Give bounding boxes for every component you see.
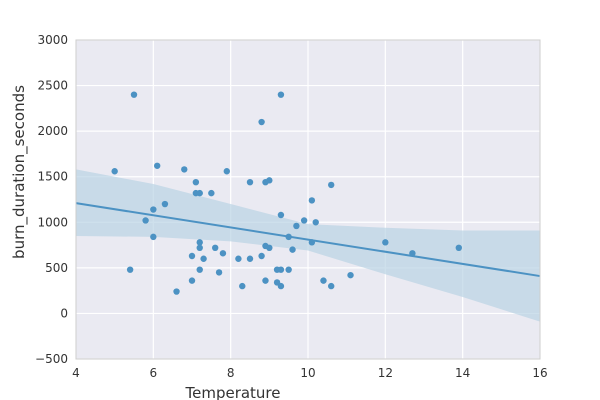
x-tick-labels: 4 6 8 10 12 14 16 — [72, 366, 547, 380]
y-tick-label: 0 — [60, 306, 68, 320]
data-point — [154, 162, 161, 169]
data-point — [409, 250, 416, 257]
data-point — [262, 277, 269, 284]
data-point — [200, 255, 207, 262]
data-point — [293, 222, 300, 230]
data-point — [277, 266, 285, 273]
data-point — [150, 206, 157, 213]
data-point — [246, 178, 254, 186]
data-point — [235, 255, 242, 262]
x-tick-label: 8 — [227, 366, 235, 380]
data-point — [188, 277, 196, 284]
x-tick-label: 14 — [455, 366, 470, 380]
data-point — [277, 211, 285, 219]
regression-line-group — [75, 202, 541, 278]
data-point — [258, 118, 265, 126]
x-tick-label: 10 — [300, 366, 315, 380]
data-point — [239, 282, 246, 290]
data-point — [192, 178, 200, 186]
data-point — [188, 252, 196, 260]
data-point — [212, 244, 219, 252]
y-tick-label: 3000 — [37, 33, 68, 47]
data-point — [161, 200, 169, 208]
confidence-band — [76, 169, 540, 322]
data-point — [126, 266, 134, 273]
data-point — [328, 181, 335, 189]
data-point — [223, 168, 230, 175]
data-point — [285, 266, 292, 273]
data-point — [111, 168, 118, 175]
data-point — [277, 91, 285, 98]
y-tick-labels: −500 0 500 1000 1500 2000 2500 3000 — [35, 33, 68, 366]
data-points — [111, 91, 462, 295]
data-point — [196, 189, 203, 197]
data-point — [285, 233, 292, 241]
data-point — [455, 244, 462, 252]
ci-band — [76, 169, 540, 322]
data-point — [173, 288, 180, 295]
plot-frame — [75, 39, 541, 360]
y-tick-label: 500 — [45, 261, 68, 275]
data-point — [347, 271, 354, 279]
data-point — [219, 250, 227, 257]
x-tick-label: 6 — [150, 366, 158, 380]
y-tick-label: 1000 — [37, 215, 68, 229]
data-point — [181, 166, 188, 173]
y-tick-label: 1500 — [37, 170, 68, 184]
data-point — [215, 269, 223, 276]
regression-line — [75, 202, 541, 278]
x-tick-label: 4 — [72, 366, 80, 380]
data-point — [196, 266, 203, 273]
data-point — [289, 246, 296, 253]
y-tick-label: 2500 — [37, 79, 68, 93]
data-point — [208, 189, 215, 197]
data-point — [258, 252, 265, 260]
data-point — [300, 217, 308, 224]
data-point — [382, 239, 389, 246]
data-point — [308, 239, 316, 246]
data-point — [142, 217, 149, 224]
data-point — [150, 233, 157, 241]
data-point — [320, 277, 327, 284]
data-point — [266, 244, 273, 252]
data-point — [246, 255, 254, 262]
x-axis-title: Temperature — [184, 384, 280, 400]
y-axis-title: burn_duration_seconds — [10, 85, 29, 259]
y-tick-label: −500 — [35, 352, 68, 366]
data-point — [312, 219, 319, 226]
data-point — [266, 177, 273, 184]
data-point — [277, 282, 285, 290]
data-point — [130, 91, 138, 98]
y-tick-label: 2000 — [37, 124, 68, 138]
x-tick-label: 16 — [532, 366, 547, 380]
data-point — [328, 282, 335, 290]
data-point — [196, 244, 203, 252]
data-point — [308, 197, 316, 204]
data-point — [196, 239, 203, 246]
x-tick-label: 12 — [378, 366, 393, 380]
